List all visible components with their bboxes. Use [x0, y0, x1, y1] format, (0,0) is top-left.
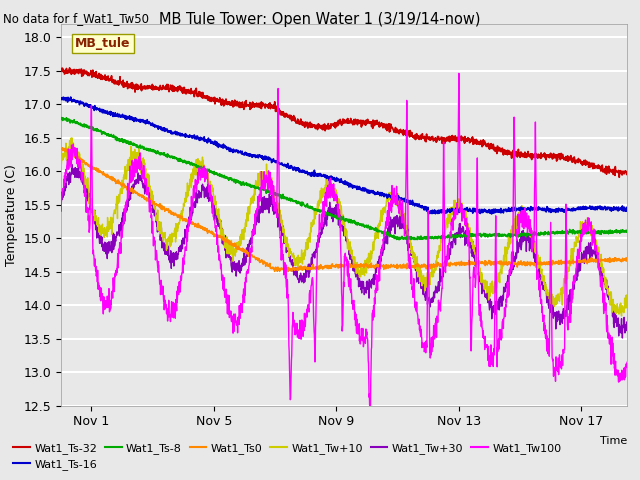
Y-axis label: Temperature (C): Temperature (C): [4, 164, 18, 266]
Text: No data for f_Wat1_Tw50: No data for f_Wat1_Tw50: [3, 12, 149, 25]
Text: MB Tule Tower: Open Water 1 (3/19/14-now): MB Tule Tower: Open Water 1 (3/19/14-now…: [159, 12, 481, 27]
Legend: Wat1_Ts-32, Wat1_Ts-16, Wat1_Ts-8, Wat1_Ts0, Wat1_Tw+10, Wat1_Tw+30, Wat1_Tw100: Wat1_Ts-32, Wat1_Ts-16, Wat1_Ts-8, Wat1_…: [9, 438, 566, 474]
Text: Time: Time: [600, 436, 627, 446]
Text: MB_tule: MB_tule: [75, 37, 131, 50]
